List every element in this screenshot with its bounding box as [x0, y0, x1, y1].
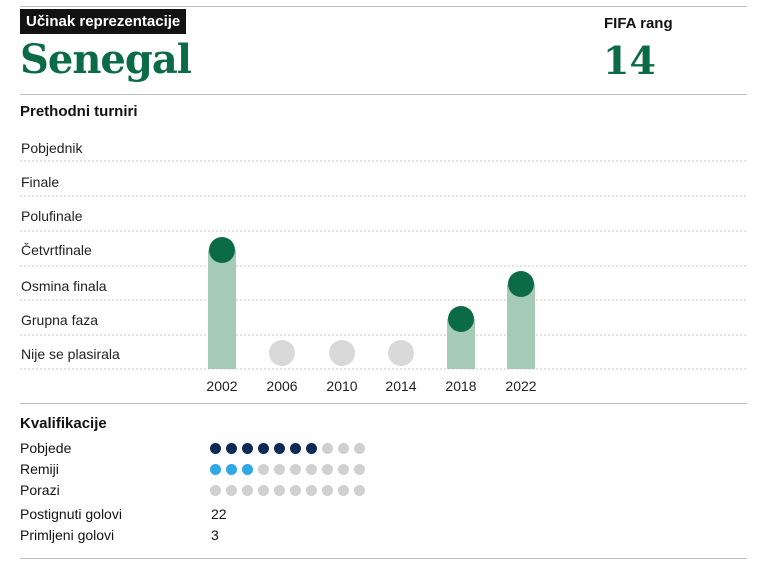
empty-dot: [322, 443, 333, 454]
not-qualified-marker: [329, 340, 355, 366]
y-axis-label: Polufinale: [21, 208, 83, 224]
empty-dot: [322, 464, 333, 475]
empty-dot: [338, 464, 349, 475]
goals-scored-value: 22: [211, 506, 227, 522]
y-axis-label: Osmina finala: [21, 278, 107, 294]
team-name: Senegal: [20, 36, 192, 83]
filled-dot: [226, 443, 237, 454]
tournament-chart: Pobjednik Finale Polufinale Četvrtfinale Osm…: [20, 140, 747, 394]
not-qualified-marker: [269, 340, 295, 366]
bottom-rule: [20, 558, 747, 559]
empty-dot: [354, 443, 365, 454]
filled-dot: [258, 443, 269, 454]
empty-dot: [274, 485, 285, 496]
previous-tournaments-title: Prethodni turniri: [20, 103, 138, 120]
result-marker: [209, 237, 235, 263]
empty-dot: [274, 464, 285, 475]
filled-dot: [210, 464, 221, 475]
empty-dot: [338, 443, 349, 454]
result-bar: [208, 250, 236, 369]
empty-dot: [306, 485, 317, 496]
x-axis-label: 2018: [445, 378, 476, 394]
draws-dots: [210, 464, 365, 475]
empty-dot: [258, 464, 269, 475]
empty-dot: [338, 485, 349, 496]
empty-dot: [290, 464, 301, 475]
wins-dots: [210, 443, 365, 454]
qualifications-title: Kvalifikacije: [20, 415, 107, 432]
filled-dot: [226, 464, 237, 475]
x-axis-label: 2010: [326, 378, 357, 394]
empty-dot: [354, 464, 365, 475]
header-divider: [20, 94, 747, 95]
x-axis-label: 2014: [385, 378, 416, 394]
filled-dot: [242, 443, 253, 454]
filled-dot: [210, 443, 221, 454]
y-axis-label: Četvrtfinale: [21, 242, 92, 258]
y-axis-label: Grupna faza: [21, 312, 98, 328]
goals-conceded-value: 3: [211, 527, 219, 543]
result-marker: [508, 271, 534, 297]
empty-dot: [242, 485, 253, 496]
empty-dot: [290, 485, 301, 496]
filled-dot: [290, 443, 301, 454]
y-axis-label: Pobjednik: [21, 140, 83, 156]
result-marker: [448, 306, 474, 332]
empty-dot: [306, 464, 317, 475]
empty-dot: [322, 485, 333, 496]
goals-conceded-label: Primljeni golovi: [20, 527, 115, 543]
result-bar: [507, 284, 535, 369]
section-tag: Učinak reprezentacije: [20, 9, 187, 34]
goals-scored-label: Postignuti golovi: [20, 506, 122, 522]
chart-divider: [20, 403, 747, 404]
not-qualified-marker: [388, 340, 414, 366]
x-axis-label: 2002: [206, 378, 237, 394]
filled-dot: [306, 443, 317, 454]
fifa-rank-label: FIFA rang: [604, 15, 673, 32]
top-rule: [20, 6, 747, 7]
empty-dot: [354, 485, 365, 496]
y-axis-label: Nije se plasirala: [21, 346, 120, 362]
filled-dot: [274, 443, 285, 454]
losses-label: Porazi: [20, 482, 60, 498]
draws-label: Remiji: [20, 461, 59, 477]
x-axis-label: 2006: [266, 378, 297, 394]
empty-dot: [226, 485, 237, 496]
x-axis-label: 2022: [505, 378, 536, 394]
empty-dot: [210, 485, 221, 496]
empty-dot: [258, 485, 269, 496]
filled-dot: [242, 464, 253, 475]
losses-dots: [210, 485, 365, 496]
wins-label: Pobjede: [20, 440, 72, 456]
fifa-rank-value: 14: [603, 38, 656, 83]
y-axis-label: Finale: [21, 174, 59, 190]
